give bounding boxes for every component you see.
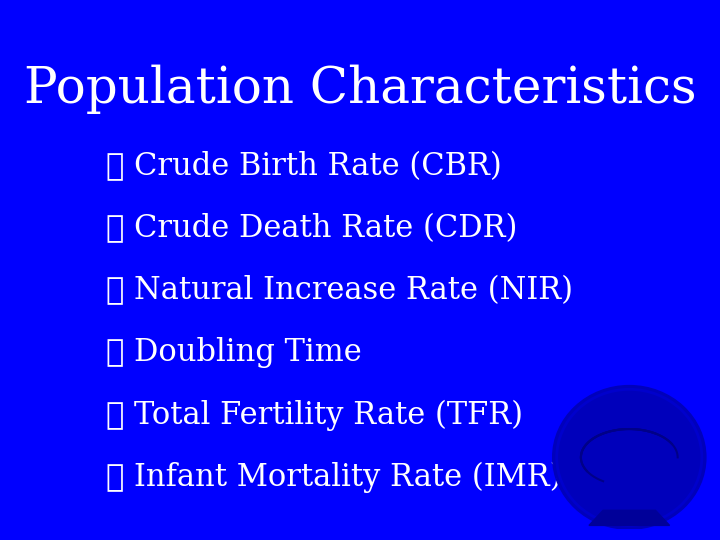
Text: ℳ Infant Mortality Rate (IMR): ℳ Infant Mortality Rate (IMR)	[106, 462, 562, 493]
Text: ℳ Doubling Time: ℳ Doubling Time	[106, 338, 361, 368]
Text: ℳ Natural Increase Rate (NIR): ℳ Natural Increase Rate (NIR)	[106, 275, 572, 306]
Text: ℳ Crude Death Rate (CDR): ℳ Crude Death Rate (CDR)	[106, 213, 517, 244]
Circle shape	[553, 386, 706, 529]
Text: Population Characteristics: Population Characteristics	[24, 65, 696, 114]
Text: ℳ Total Fertility Rate (TFR): ℳ Total Fertility Rate (TFR)	[106, 400, 523, 431]
Text: ℳ Crude Birth Rate (CBR): ℳ Crude Birth Rate (CBR)	[106, 151, 502, 182]
Polygon shape	[589, 510, 670, 525]
